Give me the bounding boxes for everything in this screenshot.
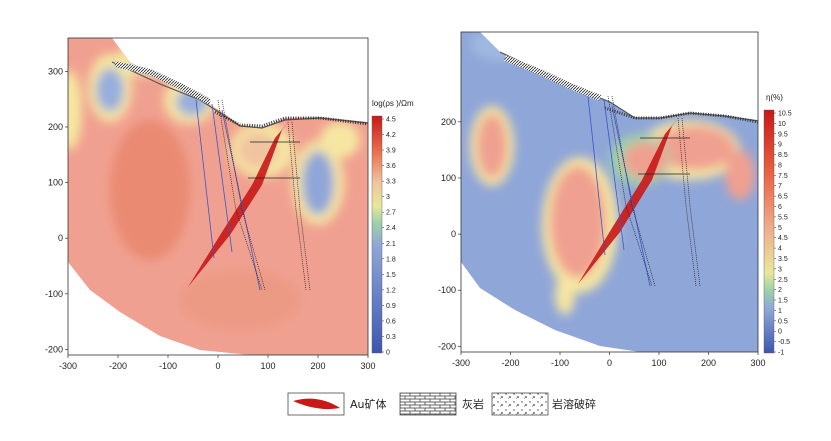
colorbar-tick-label: 3 <box>386 194 390 201</box>
y-tick-label: 100 <box>441 173 456 183</box>
right-chargeability-field <box>461 32 758 352</box>
colorbar-tick-label: 7 <box>778 183 782 190</box>
colorbar-tick-label: 8 <box>778 162 782 169</box>
right-colorbar-title: η(%) <box>766 93 783 102</box>
colorbar-tick-label: 5 <box>778 225 782 232</box>
legend-item-limestone: 灰岩 <box>399 392 484 416</box>
colorbar-tick-label: 0.3 <box>386 334 396 341</box>
y-tick-label: -200 <box>45 344 63 354</box>
colorbar-tick-label: -1 <box>778 350 784 357</box>
right-colorbar: η(%) 10.5109.598.587.576.565.554.543.532… <box>763 93 792 357</box>
x-tick-label: -300 <box>59 361 77 371</box>
left-karst-band <box>214 110 369 128</box>
ore-body-icon <box>293 398 340 410</box>
x-tick-label: 300 <box>360 361 375 371</box>
y-tick-label: -100 <box>45 289 63 299</box>
x-tick-label: 100 <box>651 358 666 368</box>
x-tick-label: 200 <box>701 358 716 368</box>
colorbar-tick-label: 6 <box>778 204 782 211</box>
x-tick-label: -300 <box>452 358 470 368</box>
right-faults <box>607 95 701 287</box>
colorbar-tick-label: 9.5 <box>778 131 788 138</box>
left-colorbar-ticks: 4.5 4.2 3.9 3.6 3.3 3 2.7 2.4 2.1 1.8 1.5 1.2 0.9 0.6… <box>382 117 396 357</box>
colorbar-tick-label: 4.5 <box>386 117 396 124</box>
x-tick-label: -100 <box>159 361 177 371</box>
colorbar-tick-label: 0 <box>386 350 390 357</box>
left-drill-holes <box>195 99 261 291</box>
colorbar-tick-label: 3.5 <box>778 256 788 263</box>
x-tick-label: 100 <box>260 361 275 371</box>
legend-item-ore: Au矿体 <box>287 392 387 416</box>
colorbar-tick-label: 1 <box>778 308 782 315</box>
colorbar-tick-label: 2.1 <box>386 241 396 248</box>
left-panel: -300 -200 -100 0 100 200 300 300 200 100 0 -100 -200 <box>45 37 376 371</box>
colorbar-tick-label: 5.5 <box>778 214 788 221</box>
legend-label-limestone: 灰岩 <box>462 397 484 411</box>
colorbar-tick-label: 9 <box>778 142 782 149</box>
left-colorbar-bar <box>371 115 383 354</box>
colorbar-tick-label: 0.9 <box>386 303 396 310</box>
colorbar-tick-label: 0.5 <box>778 318 788 325</box>
colorbar-tick-label: 4.5 <box>778 235 788 242</box>
colorbar-tick-label: 4 <box>778 246 782 253</box>
y-tick-label: 200 <box>441 117 456 127</box>
colorbar-tick-label: 0.6 <box>386 318 396 325</box>
colorbar-tick-label: 2.7 <box>386 210 396 217</box>
right-panel: -300 -200 -100 0 100 200 300 200 100 0 -100 -200 <box>438 31 766 368</box>
y-tick-label: -200 <box>438 341 456 351</box>
right-karst-band <box>604 106 759 124</box>
x-tick-label: -100 <box>551 358 569 368</box>
y-tick-label: 0 <box>451 229 456 239</box>
colorbar-tick-label: 3.9 <box>386 148 396 155</box>
legend: Au矿体 灰岩 岩溶破碎 <box>287 392 596 416</box>
colorbar-tick-label: 1.5 <box>386 272 396 279</box>
karst-breccia-icon <box>491 392 549 416</box>
right-limestone-band <box>503 55 602 101</box>
right-axis-ticks: -300 -200 -100 0 100 200 300 200 100 0 -100 -200 <box>438 117 766 368</box>
right-colorbar-ticks: 10.5109.598.587.576.565.554.543.532.521.… <box>774 111 792 357</box>
colorbar-tick-label: 4.2 <box>386 132 396 139</box>
colorbar-tick-label: 3.6 <box>386 163 396 170</box>
colorbar-tick-label: -0.5 <box>778 339 790 346</box>
x-tick-label: 0 <box>215 361 220 371</box>
y-tick-label: 300 <box>48 66 63 76</box>
colorbar-tick-label: 10 <box>778 121 786 128</box>
colorbar-tick-label: 1.2 <box>386 287 396 294</box>
x-tick-label: -200 <box>501 358 519 368</box>
x-tick-label: 0 <box>607 358 612 368</box>
legend-item-karst: 岩溶破碎 <box>491 392 596 416</box>
left-axis-ticks: -300 -200 -100 0 100 200 300 300 200 100 0 -100 -200 <box>45 66 376 371</box>
colorbar-tick-label: 10.5 <box>778 111 792 118</box>
colorbar-tick-label: 1.8 <box>386 256 396 263</box>
legend-label-karst: 岩溶破碎 <box>552 397 596 411</box>
limestone-icon <box>399 392 457 416</box>
y-tick-label: -100 <box>438 285 456 295</box>
left-colorbar: log(ρs )/Ωm 4.5 4.2 3.9 3.6 3.3 3 2.7 2.4 2.1 1.8… <box>371 99 414 357</box>
left-resistivity-field <box>68 38 368 355</box>
left-limestone-band <box>114 61 212 105</box>
colorbar-tick-label: 6.5 <box>778 194 788 201</box>
y-tick-label: 100 <box>48 178 63 188</box>
x-tick-label: 200 <box>310 361 325 371</box>
colorbar-tick-label: 2.5 <box>778 277 788 284</box>
colorbar-tick-label: 0 <box>778 329 782 336</box>
colorbar-tick-label: 8.5 <box>778 152 788 159</box>
colorbar-tick-label: 1.5 <box>778 298 788 305</box>
right-colorbar-bar <box>763 109 775 354</box>
colorbar-tick-label: 3 <box>778 266 782 273</box>
colorbar-tick-label: 7.5 <box>778 173 788 180</box>
right-drill-holes <box>587 95 651 287</box>
colorbar-tick-label: 3.3 <box>386 179 396 186</box>
left-ore-body <box>188 120 290 287</box>
y-tick-label: 0 <box>58 233 63 243</box>
x-tick-label: -200 <box>109 361 127 371</box>
y-tick-label: 200 <box>48 122 63 132</box>
left-faults <box>217 99 311 291</box>
left-colorbar-title: log(ρs )/Ωm <box>372 99 414 108</box>
colorbar-tick-label: 2 <box>778 287 782 294</box>
colorbar-tick-label: 2.4 <box>386 225 396 232</box>
legend-label-ore: Au矿体 <box>350 397 387 411</box>
x-tick-label: 300 <box>750 358 765 368</box>
